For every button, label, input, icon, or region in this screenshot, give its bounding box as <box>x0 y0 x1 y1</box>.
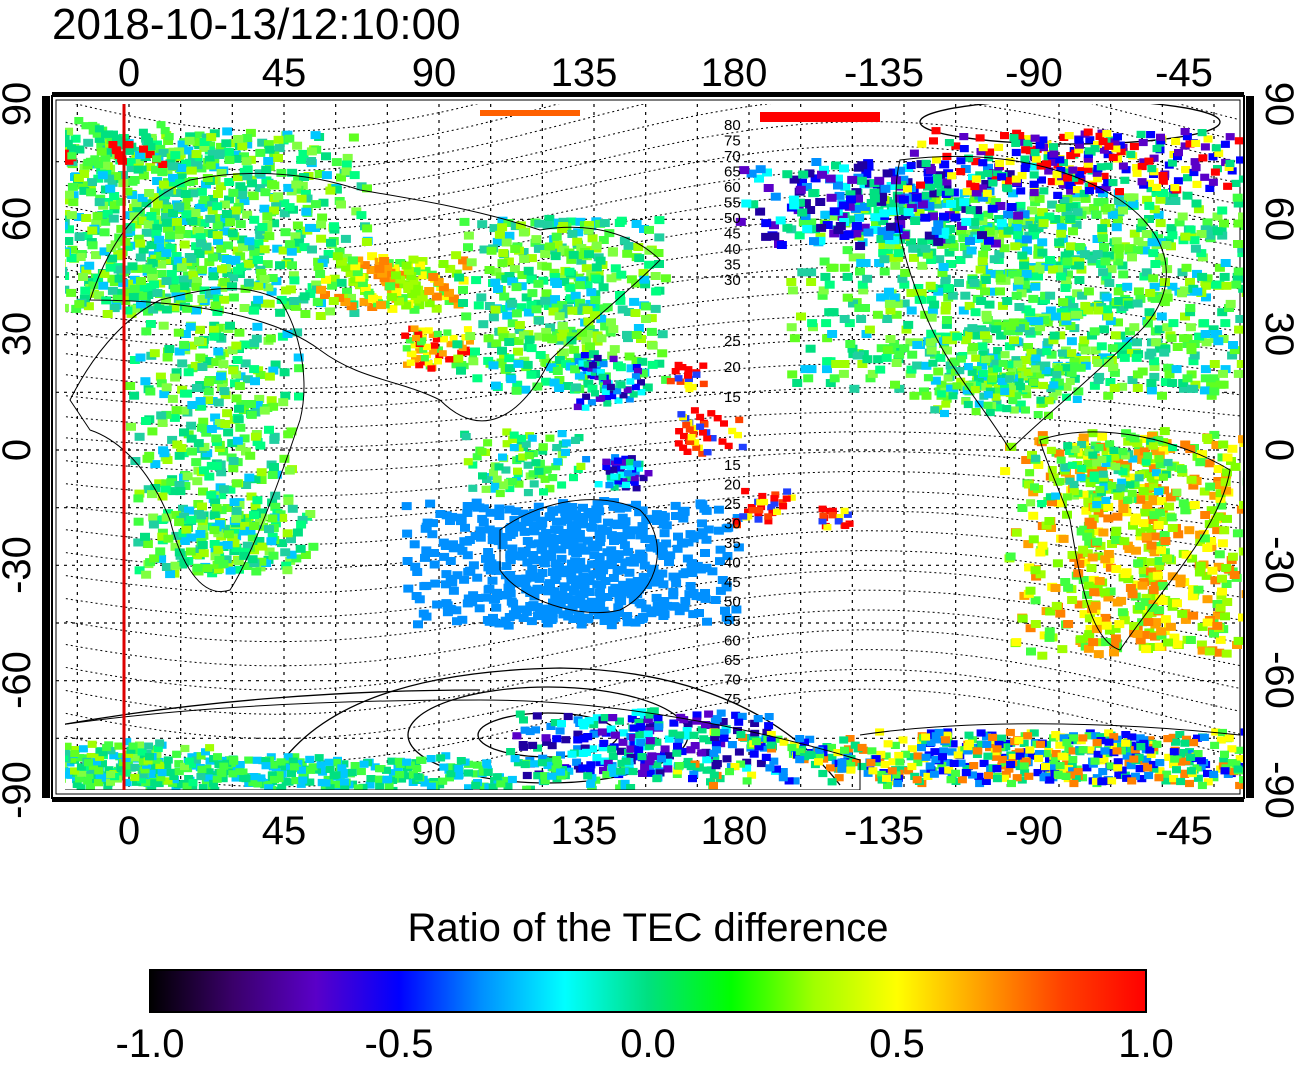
contour-label-south: 65 <box>724 652 741 669</box>
contour-label-north: 80 <box>724 117 741 134</box>
lat-tick-right: 0 <box>1257 439 1296 461</box>
lon-tick-top: 0 <box>118 51 140 95</box>
contour-label-south: 60 <box>724 633 741 650</box>
colorbar-label-min: -1.0 <box>116 1022 185 1067</box>
contour-label-north: 25 <box>724 333 741 350</box>
contour-label-south: 40 <box>724 555 741 572</box>
lon-tick-top: 135 <box>551 51 618 95</box>
contour-label-north: 55 <box>724 195 741 212</box>
contour-label-south: 55 <box>724 613 741 630</box>
contour-label-south: 75 <box>724 691 741 708</box>
contour-label-south: 20 <box>724 477 741 494</box>
lon-tick-bottom: 45 <box>262 809 307 853</box>
contour-label-south: 15 <box>724 457 741 474</box>
contour-label-north: 20 <box>724 359 741 376</box>
colorbar-label-neg-half: -0.5 <box>365 1022 434 1067</box>
lon-tick-top: 45 <box>262 51 307 95</box>
contour-label-north: 70 <box>724 148 741 165</box>
tec-data-patches <box>0 110 1296 794</box>
lon-tick-bottom: 0 <box>118 809 140 853</box>
contour-label-north: 45 <box>724 226 741 243</box>
contour-label-north: 40 <box>724 241 741 258</box>
colorbar-title: Ratio of the TEC difference <box>0 906 1296 951</box>
lat-tick-left: -60 <box>0 651 39 709</box>
contour-label-north: 60 <box>724 179 741 196</box>
lon-tick-top: 180 <box>701 51 768 95</box>
lon-tick-top: -45 <box>1155 51 1213 95</box>
contour-label-south: 70 <box>724 672 741 689</box>
colorbar-label-zero: 0.0 <box>620 1022 676 1067</box>
lon-tick-top: 90 <box>412 51 457 95</box>
colorbar-label-max: 1.0 <box>1118 1022 1174 1067</box>
colorbar-label-pos-half: 0.5 <box>869 1022 925 1067</box>
lon-tick-top: -135 <box>844 51 924 95</box>
colorbar <box>150 970 1146 1012</box>
contour-label-north: 75 <box>724 133 741 150</box>
lat-tick-right: -30 <box>1257 536 1296 594</box>
lat-tick-left: 30 <box>0 312 39 357</box>
lon-tick-bottom: 135 <box>551 809 618 853</box>
contour-label-south: 30 <box>724 516 741 533</box>
contour-label-south: 25 <box>724 496 741 513</box>
lat-tick-right: 90 <box>1257 82 1296 127</box>
lon-tick-bottom: -90 <box>1005 809 1063 853</box>
contour-label-north: 65 <box>724 164 741 181</box>
lon-tick-bottom: 180 <box>701 809 768 853</box>
contour-label-north: 15 <box>724 389 741 406</box>
lon-tick-top: -90 <box>1005 51 1063 95</box>
lat-tick-right: 30 <box>1257 312 1296 357</box>
contour-label-south: 45 <box>724 574 741 591</box>
lon-tick-bottom: -135 <box>844 809 924 853</box>
lat-tick-right: -90 <box>1257 761 1296 819</box>
contour-label-north: 50 <box>724 210 741 227</box>
lat-tick-left: 60 <box>0 197 39 242</box>
lat-tick-left: 90 <box>0 82 39 127</box>
lat-tick-right: -60 <box>1257 651 1296 709</box>
lat-tick-left: -90 <box>0 761 39 819</box>
lon-tick-bottom: 90 <box>412 809 457 853</box>
lat-tick-right: 60 <box>1257 197 1296 242</box>
lon-tick-bottom: -45 <box>1155 809 1213 853</box>
contour-label-south: 50 <box>724 594 741 611</box>
contour-label-north: 30 <box>724 272 741 289</box>
lat-tick-left: -30 <box>0 536 39 594</box>
contour-label-south: 35 <box>724 535 741 552</box>
lat-tick-left: 0 <box>0 439 39 461</box>
contour-labels: 8075706560555045403530252015152025303540… <box>724 117 741 708</box>
contour-label-north: 35 <box>724 257 741 274</box>
